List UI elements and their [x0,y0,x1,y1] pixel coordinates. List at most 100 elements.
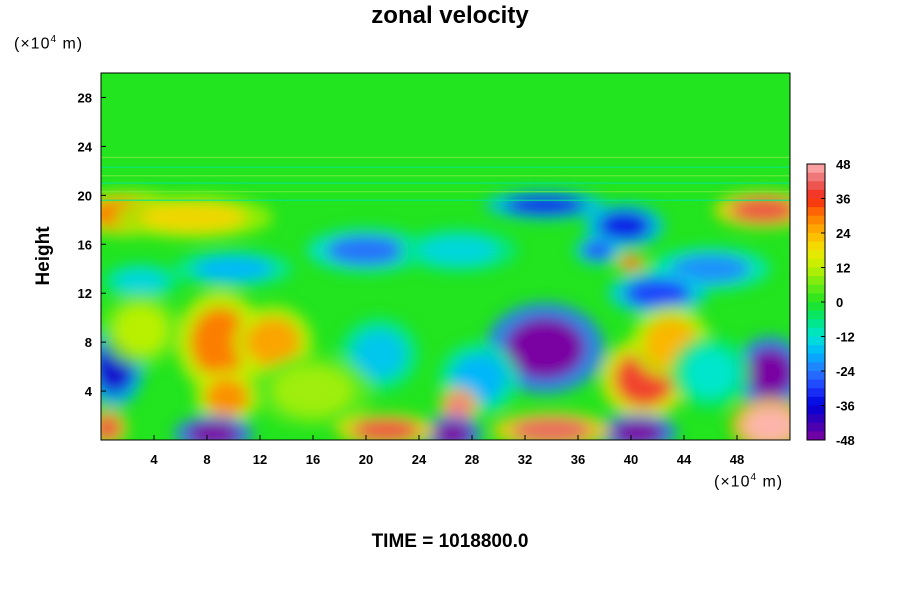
field-feature [581,240,614,261]
colorbar-segment [807,310,825,320]
chart-title: zonal velocity [371,2,529,29]
colorbar-tick-label: -24 [836,364,856,379]
field-feature [114,305,168,355]
y-unit-prefix: (×10 [14,35,51,53]
field-feature [505,195,585,215]
field-feature [101,415,121,440]
velocity-field [101,156,790,440]
x-tick-label: 20 [359,452,373,467]
colorbar-segment [807,164,825,174]
field-feature [432,421,472,440]
colorbar-segment [807,241,825,251]
colorbar-segment [807,414,825,424]
field-feature [193,256,274,281]
colorbar-tick-label: 48 [836,157,850,172]
field-feature [140,202,247,233]
colorbar-segment [807,233,825,243]
colorbar-segment [807,345,825,355]
colorbar-tick-label: -12 [836,330,855,345]
x-unit-prefix: (×10 [714,473,751,491]
colorbar-segment [807,362,825,372]
field-feature [730,197,790,223]
x-tick-label: 32 [518,452,532,467]
field-feature [187,421,241,440]
x-axis-unit: (×104 m) [714,472,783,491]
y-tick-label: 16 [78,237,92,252]
x-tick-label: 12 [253,452,267,467]
colorbar-segment [807,319,825,329]
y-tick-label: 8 [85,335,92,350]
colorbar-segment [807,422,825,432]
x-tick-label: 28 [465,452,479,467]
y-tick-label: 20 [78,188,92,203]
field-feature [611,420,665,440]
colorbar-segment [807,405,825,415]
colorbar-segment [807,215,825,225]
x-tick-label: 4 [150,452,158,467]
colorbar-segment [807,371,825,381]
x-unit-suffix: m) [757,473,784,491]
field-feature [624,278,691,308]
field-feature [670,254,751,284]
colorbar-tick-label: 0 [836,295,843,310]
colorbar: 48 36 24 12 0 -12 -24 -36 -48 [806,157,856,448]
field-feature [743,406,790,440]
field-feature [352,419,419,440]
x-tick-label: 48 [730,452,744,467]
x-tick-label: 8 [203,452,210,467]
colorbar-segment [807,353,825,363]
x-tick-label: 44 [677,452,692,467]
field-feature [597,211,651,241]
field-feature [352,329,406,379]
y-unit-exponent: 4 [50,34,58,45]
field-feature [620,256,642,269]
colorbar-segment [807,189,825,199]
y-axis-unit: (×104 m) [14,34,83,53]
colorbar-segment [807,172,825,182]
colorbar-segment [807,327,825,337]
field-feature [246,317,300,367]
field-feature [191,307,250,377]
x-tick-label: 24 [412,452,427,467]
colorbar-segment [807,336,825,346]
colorbar-tick-label: 36 [836,192,850,207]
colorbar-segment [807,267,825,277]
field-feature [505,317,585,379]
colorbar-segment [807,284,825,294]
x-tick-label: 36 [571,452,585,467]
x-tick-label: 40 [624,452,638,467]
colorbar-tick-label: 24 [836,226,851,241]
colorbar-segment [807,258,825,268]
field-feature [684,348,737,398]
colorbar-segment [807,379,825,389]
y-tick-label: 12 [78,286,92,301]
time-label: TIME = 1018800.0 [371,531,529,552]
field-feature [419,235,499,266]
colorbar-segment [807,388,825,398]
y-unit-suffix: m) [57,35,84,53]
field-feature [746,348,790,398]
colorbar-tick-label: -48 [836,433,855,448]
colorbar-segment [807,302,825,312]
colorbar-segment [807,207,825,217]
x-unit-exponent: 4 [750,472,758,483]
y-tick-label: 28 [78,90,92,105]
y-tick-label: 4 [85,384,93,399]
x-axis: 4 8 12 16 20 24 28 32 36 40 44 48 [150,435,744,467]
colorbar-segment [807,396,825,406]
field-feature [205,378,249,416]
colorbar-segment [807,276,825,286]
colorbar-tick-label: 12 [836,261,850,276]
x-tick-label: 16 [306,452,320,467]
plot-frame [100,72,791,441]
field-feature [511,417,592,440]
colorbar-segment [807,181,825,191]
y-axis: 4 8 12 16 20 24 28 [78,90,106,399]
colorbar-segment [807,198,825,208]
field-feature [326,235,406,266]
colorbar-segment [807,431,825,441]
colorbar-segment [807,224,825,234]
field-feature [273,366,353,416]
field-feature [114,268,168,294]
